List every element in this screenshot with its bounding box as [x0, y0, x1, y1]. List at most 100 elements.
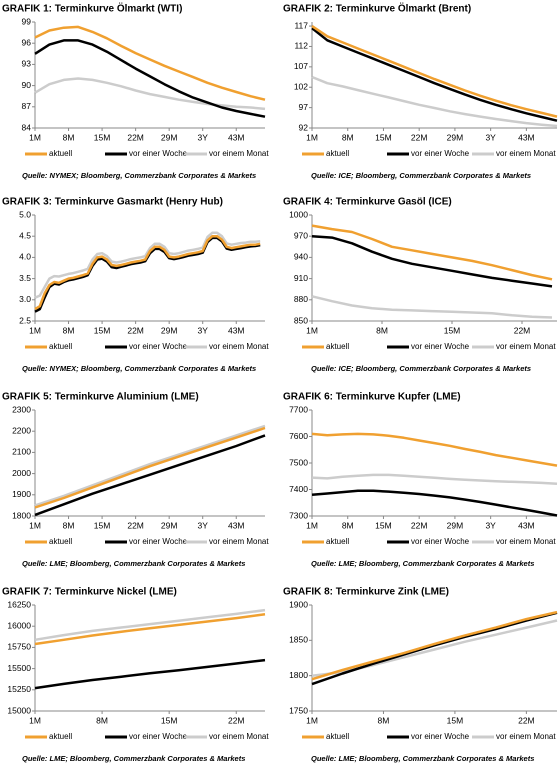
- series-line: [311, 224, 553, 281]
- x-tick-label: 43M: [518, 132, 535, 142]
- y-tick-label: 102: [294, 81, 308, 91]
- chart-title: GRAFIK 4: Terminkurve Gasöl (ICE): [283, 197, 452, 208]
- y-tick-label: 96: [22, 37, 32, 47]
- chart-title: GRAFIK 3: Terminkurve Gasmarkt (Henry Hu…: [2, 197, 223, 208]
- y-tick-label: 1000: [289, 209, 308, 219]
- y-tick-label: 7300: [289, 510, 308, 520]
- x-tick-label: 1M: [29, 132, 41, 142]
- legend-label: aktuell: [326, 732, 349, 741]
- chart-title: GRAFIK 7: Terminkurve Nickel (LME): [2, 587, 177, 598]
- series-line: [311, 610, 558, 681]
- legend-label: vor einem Monat: [496, 732, 556, 741]
- x-tick-label: 1M: [306, 132, 318, 142]
- x-tick-label: 1M: [306, 715, 318, 725]
- legend-label: vor einem Monat: [496, 537, 556, 546]
- x-tick-label: 43M: [228, 132, 245, 142]
- x-tick-label: 3Y: [485, 132, 496, 142]
- x-tick-label: 8M: [342, 132, 354, 142]
- x-tick-label: 1M: [306, 325, 318, 335]
- x-tick-label: 8M: [63, 520, 75, 530]
- y-tick-label: 107: [294, 61, 308, 71]
- series-line: [311, 432, 558, 467]
- y-tick-label: 3.0: [19, 294, 31, 304]
- series-line: [311, 234, 553, 288]
- legend-label: vor einer Woche: [411, 732, 470, 741]
- x-tick-label: 1M: [29, 520, 41, 530]
- x-tick-label: 1M: [29, 325, 41, 335]
- x-tick-label: 22M: [127, 520, 144, 530]
- y-tick-label: 2300: [12, 404, 31, 414]
- y-tick-label: 87: [22, 101, 32, 111]
- y-tick-label: 1900: [289, 599, 308, 609]
- y-tick-label: 2.5: [19, 315, 31, 325]
- x-tick-label: 15M: [375, 132, 392, 142]
- series-line: [34, 77, 266, 111]
- x-tick-label: 43M: [228, 325, 245, 335]
- y-tick-label: 940: [294, 252, 308, 262]
- legend-label: aktuell: [326, 149, 349, 158]
- y-tick-label: 4.0: [19, 252, 31, 262]
- series-line: [311, 489, 558, 517]
- x-tick-label: 22M: [127, 132, 144, 142]
- y-tick-label: 15000: [7, 705, 31, 715]
- source-note: Quelle: ICE; Bloomberg, Commerzbank Corp…: [311, 364, 531, 373]
- legend-label: aktuell: [326, 342, 349, 351]
- series-line: [34, 613, 266, 646]
- y-tick-label: 1800: [289, 670, 308, 680]
- x-tick-label: 29M: [161, 325, 178, 335]
- y-tick-label: 117: [294, 20, 308, 30]
- x-tick-label: 1M: [29, 715, 41, 725]
- series-line: [34, 234, 261, 311]
- series-line: [311, 75, 558, 128]
- source-note: Quelle: ICE; Bloomberg, Commerzbank Corp…: [311, 171, 531, 180]
- y-tick-label: 90: [22, 80, 32, 90]
- y-tick-label: 850: [294, 315, 308, 325]
- series-line: [34, 658, 266, 690]
- x-tick-label: 15M: [447, 715, 464, 725]
- y-tick-label: 2100: [12, 447, 31, 457]
- chart-title: GRAFIK 1: Terminkurve Ölmarkt (WTI): [2, 2, 182, 15]
- source-note: Quelle: LME; Bloomberg, Commerzbank Corp…: [311, 754, 534, 763]
- x-tick-label: 43M: [228, 520, 245, 530]
- y-tick-label: 16000: [7, 620, 31, 630]
- y-tick-label: 910: [294, 273, 308, 283]
- legend-label: vor einer Woche: [411, 537, 470, 546]
- legend-label: vor einer Woche: [129, 149, 188, 158]
- series-line: [34, 231, 261, 299]
- x-tick-label: 22M: [127, 325, 144, 335]
- series-line: [34, 25, 266, 101]
- series-line: [311, 611, 558, 686]
- y-tick-label: 7700: [289, 404, 308, 414]
- x-tick-label: 3Y: [198, 325, 209, 335]
- series-line: [311, 27, 558, 122]
- x-tick-label: 29M: [161, 132, 178, 142]
- x-tick-label: 29M: [447, 132, 464, 142]
- legend-label: vor einer Woche: [129, 342, 188, 351]
- series-line: [34, 434, 266, 517]
- legend-label: aktuell: [49, 732, 72, 741]
- legend-label: vor einem Monat: [496, 342, 556, 351]
- x-tick-label: 8M: [63, 325, 75, 335]
- legend-label: vor einem Monat: [209, 149, 269, 158]
- series-line: [34, 39, 266, 118]
- y-tick-label: 1800: [12, 510, 31, 520]
- y-tick-label: 1900: [12, 489, 31, 499]
- y-tick-label: 16250: [7, 599, 31, 609]
- y-tick-label: 5.0: [19, 209, 31, 219]
- x-tick-label: 22M: [228, 715, 245, 725]
- y-tick-label: 92: [299, 122, 309, 132]
- x-tick-label: 15M: [444, 325, 461, 335]
- x-tick-label: 15M: [161, 715, 178, 725]
- x-tick-label: 8M: [96, 715, 108, 725]
- y-tick-label: 84: [22, 122, 32, 132]
- x-tick-label: 22M: [514, 325, 531, 335]
- y-tick-label: 93: [22, 59, 32, 69]
- series-line: [34, 608, 266, 642]
- source-note: Quelle: LME; Bloomberg, Commerzbank Corp…: [311, 559, 534, 568]
- x-tick-label: 22M: [411, 132, 428, 142]
- series-line: [34, 424, 266, 507]
- x-tick-label: 1M: [306, 520, 318, 530]
- legend-label: vor einer Woche: [129, 537, 188, 546]
- chart-title: GRAFIK 6: Terminkurve Kupfer (LME): [283, 392, 461, 403]
